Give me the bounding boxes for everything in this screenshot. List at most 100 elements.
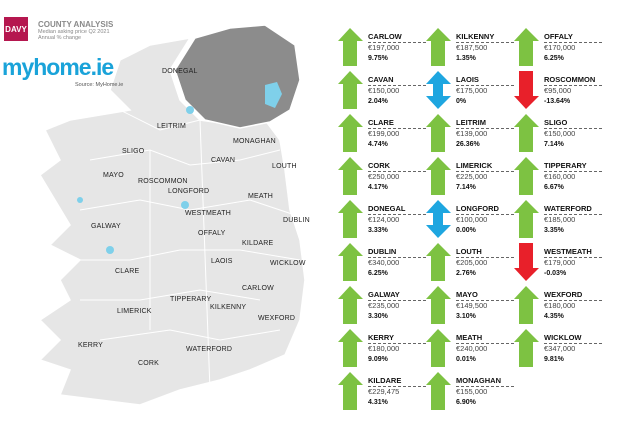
arrow-up-icon bbox=[338, 329, 363, 367]
arrow-up-icon bbox=[426, 243, 451, 281]
county-price: €180,000 bbox=[544, 301, 576, 310]
county-change: 3.33% bbox=[368, 227, 388, 234]
county-name: CAVAN bbox=[368, 75, 426, 86]
arrow-up-icon bbox=[426, 329, 451, 367]
county-item-dublin: DUBLIN €340,000 6.25% bbox=[338, 243, 426, 286]
northern-ireland-shape bbox=[174, 24, 301, 129]
arrow-up-icon bbox=[514, 28, 539, 66]
county-name: LIMERICK bbox=[456, 161, 514, 172]
arrow-up-icon bbox=[426, 157, 451, 195]
county-change: 4.35% bbox=[544, 313, 564, 320]
county-price: €100,000 bbox=[456, 215, 488, 224]
arrow-up-icon bbox=[514, 157, 539, 195]
arrow-up-icon bbox=[338, 157, 363, 195]
county-name: CLARE bbox=[368, 118, 426, 129]
county-name: MONAGHAN bbox=[456, 376, 514, 387]
county-price: €170,000 bbox=[544, 43, 576, 52]
arrow-up-icon bbox=[338, 200, 363, 238]
title: COUNTY ANALYSIS bbox=[38, 20, 114, 29]
county-change: 6.25% bbox=[544, 55, 564, 62]
county-price: €124,000 bbox=[368, 215, 400, 224]
county-change: 1.35% bbox=[456, 55, 476, 62]
county-price: €250,000 bbox=[368, 172, 400, 181]
map-label-dublin: DUBLIN bbox=[283, 217, 310, 224]
county-change: 4.17% bbox=[368, 184, 388, 191]
county-name: WESTMEATH bbox=[544, 247, 602, 258]
map-label-clare: CLARE bbox=[115, 268, 140, 275]
map-label-wexford: WEXFORD bbox=[258, 315, 296, 322]
arrow-up-icon bbox=[514, 200, 539, 238]
county-price: €150,000 bbox=[368, 86, 400, 95]
county-name: DONEGAL bbox=[368, 204, 426, 215]
map-label-cork: CORK bbox=[138, 360, 160, 367]
map-label-tipperary: TIPPERARY bbox=[170, 296, 212, 303]
lough-neagh-icon bbox=[265, 82, 282, 108]
county-price: €95,000 bbox=[544, 86, 572, 95]
map-label-longford: LONGFORD bbox=[168, 188, 210, 195]
subtitle: Median asking price Q2 2021 bbox=[38, 29, 110, 35]
arrow-flat-icon bbox=[426, 71, 451, 109]
county-change: 4.74% bbox=[368, 141, 388, 148]
county-item-offaly: OFFALY €170,000 6.25% bbox=[514, 28, 602, 71]
county-name: CARLOW bbox=[368, 32, 426, 43]
county-item-louth: LOUTH €205,000 2.76% bbox=[426, 243, 514, 286]
county-price: €187,500 bbox=[456, 43, 488, 52]
county-item-wicklow: WICKLOW €347,000 9.81% bbox=[514, 329, 602, 372]
source-note: Source: MyHome.ie bbox=[75, 82, 124, 88]
county-price: €175,000 bbox=[456, 86, 488, 95]
county-change: 9.75% bbox=[368, 55, 388, 62]
map-label-laois: LAOIS bbox=[211, 258, 233, 265]
county-name: SLIGO bbox=[544, 118, 602, 129]
county-change: 3.35% bbox=[544, 227, 564, 234]
map-label-louth: LOUTH bbox=[272, 163, 297, 170]
county-change: 3.10% bbox=[456, 313, 476, 320]
county-item-kilkenny: KILKENNY €187,500 1.35% bbox=[426, 28, 514, 71]
map-label-kilkenny: KILKENNY bbox=[210, 304, 247, 311]
county-item-leitrim: LEITRIM €139,000 26.36% bbox=[426, 114, 514, 157]
county-name: CORK bbox=[368, 161, 426, 172]
county-name: LONGFORD bbox=[456, 204, 514, 215]
county-item-sligo: SLIGO €150,000 7.14% bbox=[514, 114, 602, 157]
map-label-monaghan: MONAGHAN bbox=[233, 138, 276, 145]
subtitle-2: Annual % change bbox=[38, 35, 82, 41]
county-name: TIPPERARY bbox=[544, 161, 602, 172]
map-label-waterford: WATERFORD bbox=[186, 346, 233, 353]
county-price: €155,000 bbox=[456, 387, 488, 396]
county-price: €347,000 bbox=[544, 344, 576, 353]
county-item-galway: GALWAY €235,000 3.30% bbox=[338, 286, 426, 329]
map-label-limerick: LIMERICK bbox=[117, 308, 152, 315]
county-borders bbox=[70, 109, 301, 391]
county-item-tipperary: TIPPERARY €160,000 6.67% bbox=[514, 157, 602, 200]
arrow-up-icon bbox=[338, 286, 363, 324]
county-price: €179,000 bbox=[544, 258, 576, 267]
arrow-up-icon bbox=[426, 372, 451, 410]
arrow-up-icon bbox=[338, 243, 363, 281]
county-name: KILKENNY bbox=[456, 32, 514, 43]
county-item-roscommon: ROSCOMMON €95,000 -13.64% bbox=[514, 71, 602, 114]
map-label-carlow: CARLOW bbox=[242, 285, 274, 292]
map-label-leitrim: LEITRIM bbox=[157, 123, 187, 130]
arrow-up-icon bbox=[338, 71, 363, 109]
county-change: 6.25% bbox=[368, 270, 388, 277]
county-name: WEXFORD bbox=[544, 290, 602, 301]
county-item-carlow: CARLOW €197,000 9.75% bbox=[338, 28, 426, 71]
county-change: 9.81% bbox=[544, 356, 564, 363]
county-change: -0.03% bbox=[544, 270, 567, 277]
county-item-cavan: CAVAN €150,000 2.04% bbox=[338, 71, 426, 114]
county-name: LEITRIM bbox=[456, 118, 514, 129]
arrow-flat-icon bbox=[426, 200, 451, 238]
county-name: MEATH bbox=[456, 333, 514, 344]
davy-logo: DAVY bbox=[4, 17, 28, 41]
county-price: €180,000 bbox=[368, 344, 400, 353]
county-change: 2.76% bbox=[456, 270, 476, 277]
republic-of-ireland-shape bbox=[38, 36, 306, 406]
county-name: DUBLIN bbox=[368, 247, 426, 258]
county-item-clare: CLARE €199,000 4.74% bbox=[338, 114, 426, 157]
county-name: MAYO bbox=[456, 290, 514, 301]
county-price: €240,000 bbox=[456, 344, 488, 353]
county-change: 6.67% bbox=[544, 184, 564, 191]
map-label-sligo: SLIGO bbox=[122, 148, 145, 155]
map-label-offaly: OFFALY bbox=[198, 230, 226, 237]
arrow-down-icon bbox=[514, 71, 539, 109]
ireland-map bbox=[38, 24, 306, 406]
